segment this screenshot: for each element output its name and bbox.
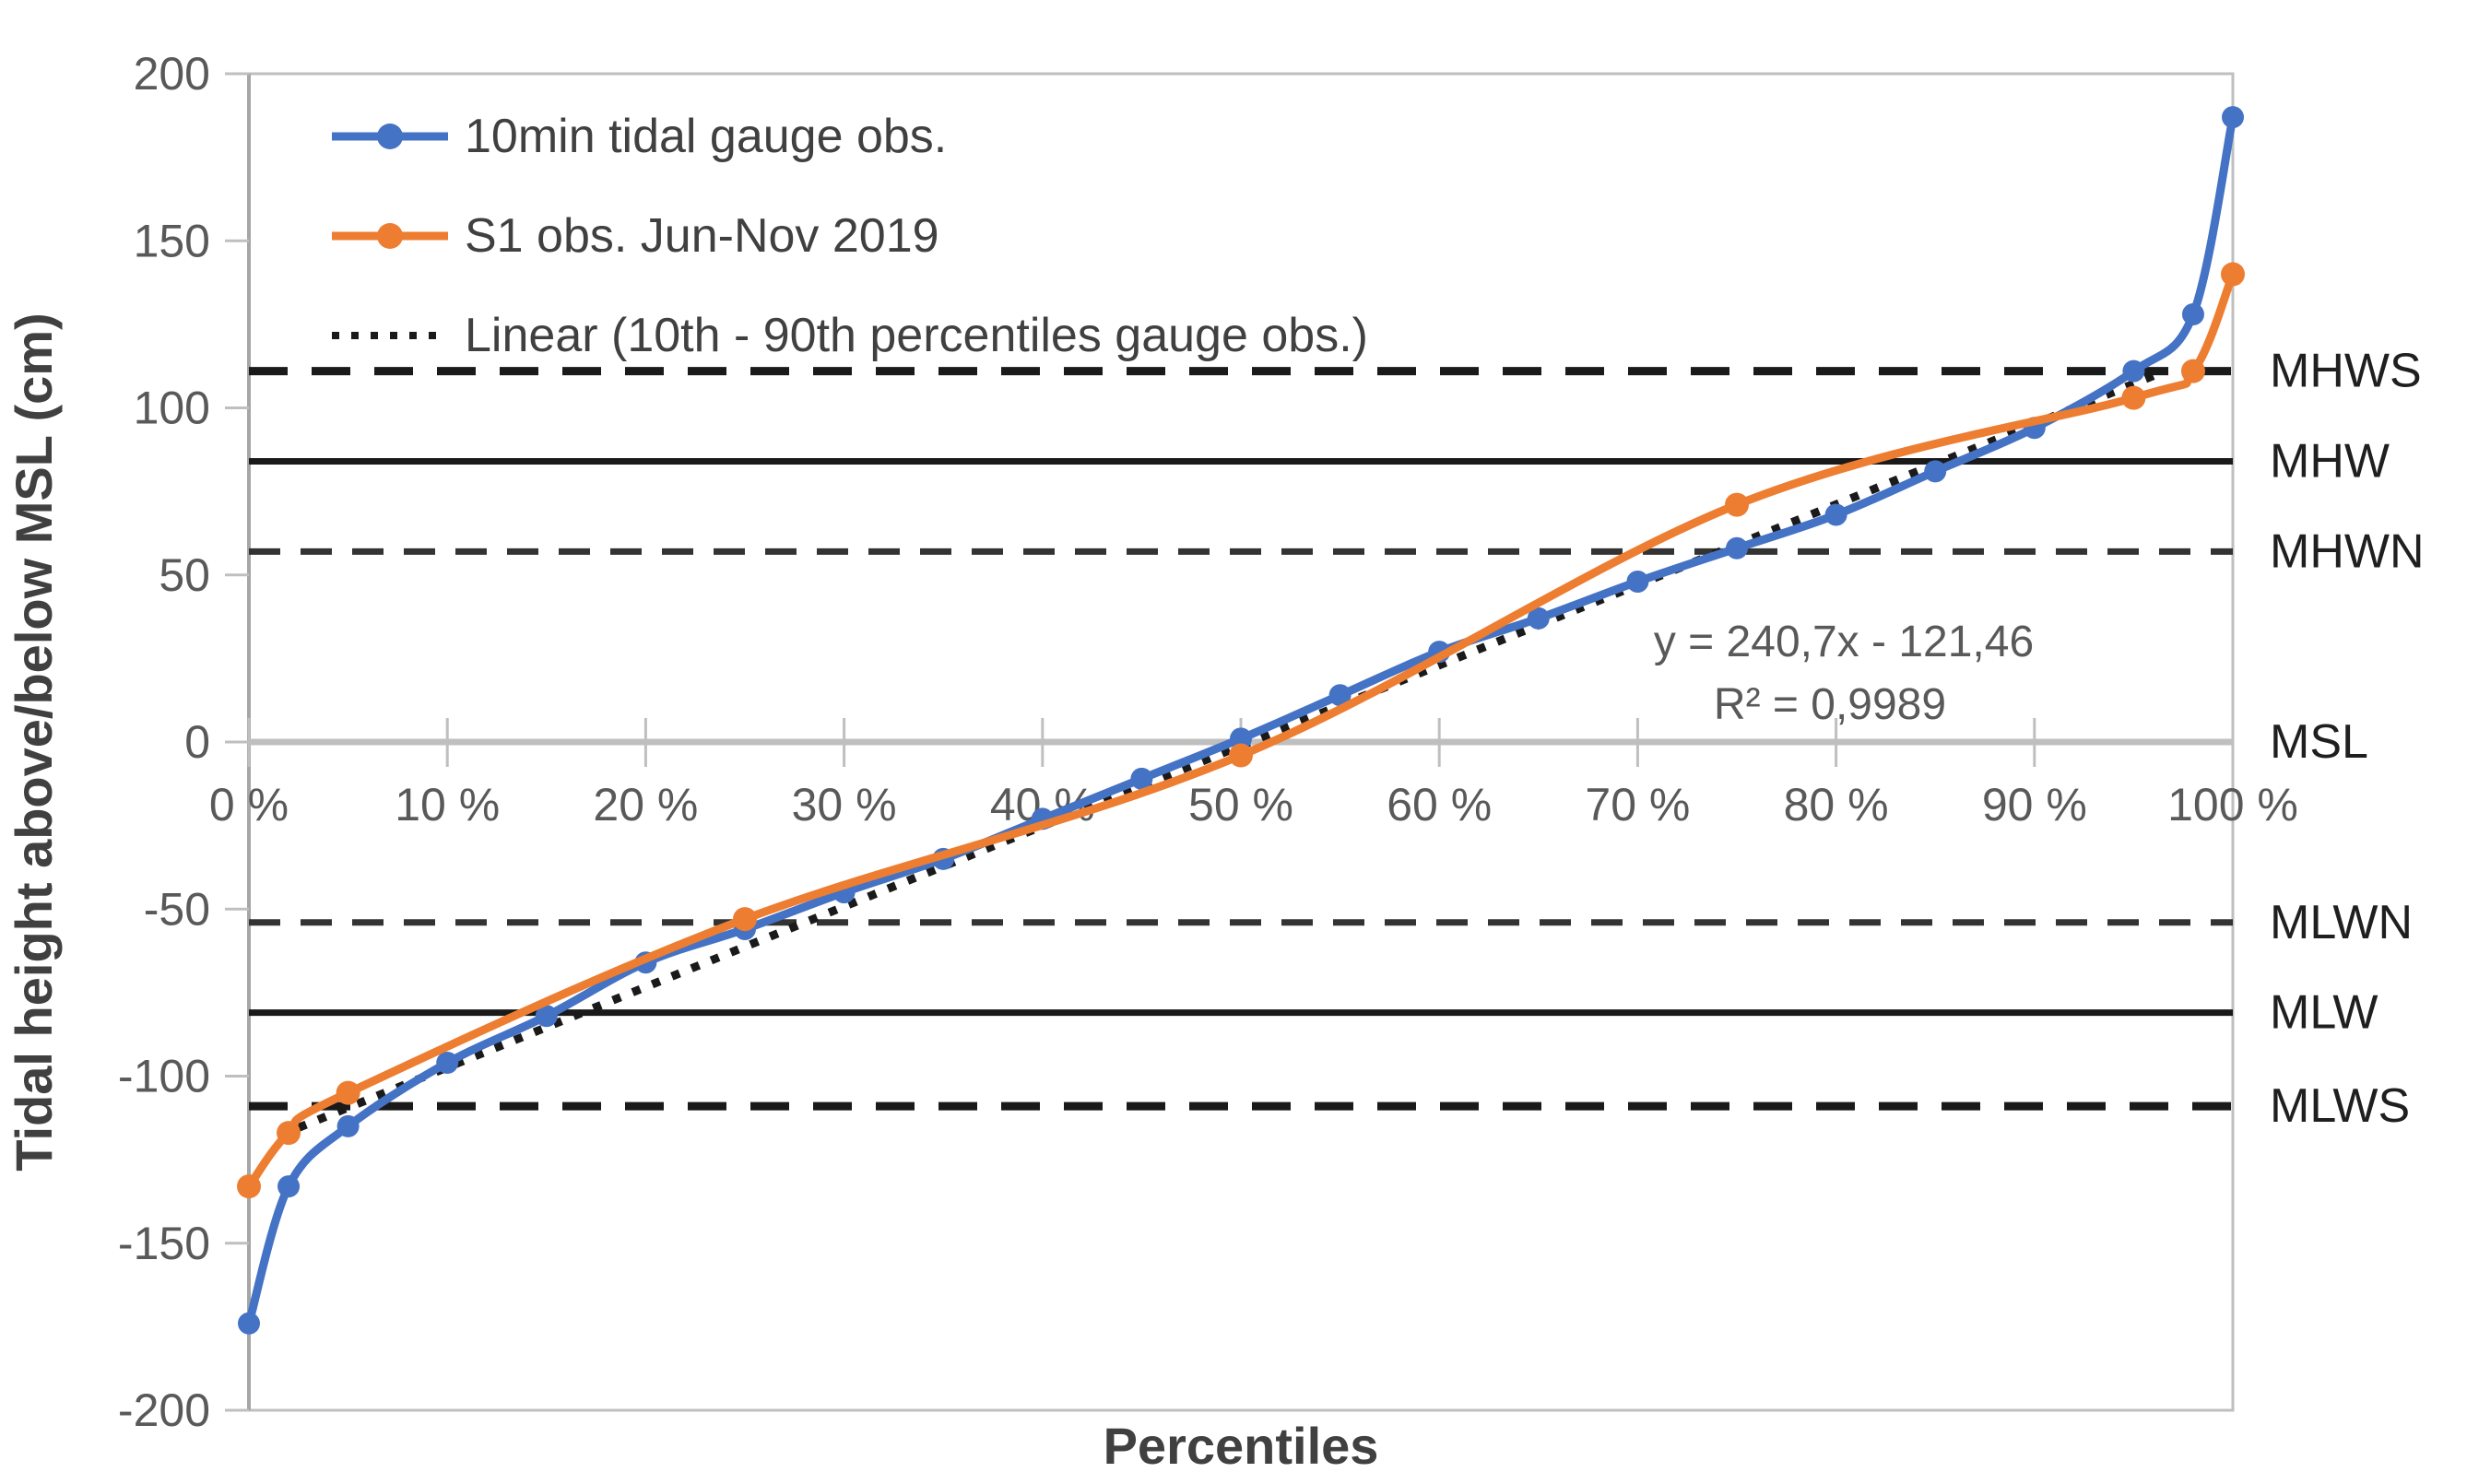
trendline-equation: y = 240,7x - 121,46 <box>1654 618 2034 666</box>
linear-trendline <box>297 371 2155 1132</box>
data-point-s1 <box>2221 262 2245 287</box>
y-axis-tick-label: 150 <box>134 215 210 266</box>
x-axis-tick-label: 0 % <box>209 779 289 830</box>
axis-layer: 200 150 100 50 0 -50 -100 -150 -200 0 % 10 % 20 % 30… <box>118 48 2298 1436</box>
trendline-r-squared: R² = 0,9989 <box>1714 680 1946 729</box>
ref-line-label-mlw: MLW <box>2270 986 2378 1040</box>
x-axis-tick-label: 60 % <box>1387 779 1492 830</box>
data-point-s1 <box>2121 385 2146 410</box>
data-point-gauge <box>277 1175 301 1198</box>
data-point-gauge <box>2181 303 2204 325</box>
data-point-gauge <box>1527 607 1550 630</box>
annotation-layer: y = 240,7x - 121,46 R² = 0,9989 <box>1654 618 2034 729</box>
y-axis-tick-label: 200 <box>134 48 210 100</box>
data-point-gauge <box>1924 460 1947 483</box>
data-point-gauge <box>1230 727 1252 750</box>
data-point-gauge <box>1328 684 1352 707</box>
ref-line-label-mhws: MHWS <box>2270 345 2422 398</box>
y-axis-tick-label: 100 <box>134 383 210 434</box>
x-axis-tick-label: 20 % <box>593 779 698 830</box>
reference-lines-layer: MHWS MHW MHWN MSL MLWN MLW MLWS <box>249 345 2425 1133</box>
y-axis-tick-label: 50 <box>159 549 210 601</box>
legend-item-3: Linear (10th - 90th percentiles gauge ob… <box>332 309 1368 362</box>
y-axis-tick-label: -50 <box>144 883 210 935</box>
legend-label: Linear (10th - 90th percentiles gauge ob… <box>465 309 1368 362</box>
ref-line-label-mlwn: MLWN <box>2270 896 2413 949</box>
data-point-gauge <box>1824 503 1847 526</box>
y-axis-tick-label: -100 <box>118 1051 210 1102</box>
y-axis-title: Tidal height above/below MSL (cm) <box>5 312 63 1171</box>
ref-line-label-mhw: MHW <box>2270 435 2390 489</box>
data-point-s1 <box>336 1080 360 1105</box>
y-axis-tick-label: -150 <box>118 1218 210 1269</box>
x-axis-title: Percentiles <box>1104 1417 1379 1475</box>
series-layer <box>237 106 2245 1335</box>
data-point-gauge <box>535 1005 558 1028</box>
data-point-gauge <box>1626 571 1649 593</box>
data-point-gauge <box>2122 359 2145 383</box>
legend-marker-icon <box>377 124 403 149</box>
data-point-gauge <box>1130 767 1153 790</box>
data-point-s1 <box>2180 359 2205 383</box>
y-axis-tick-label: 0 <box>184 716 210 768</box>
data-point-gauge <box>436 1052 459 1074</box>
x-axis-tick-label: 10 % <box>395 779 500 830</box>
x-axis-tick-label: 100 % <box>2167 779 2298 830</box>
legend-item-1: 10min tidal gauge obs. <box>332 110 947 163</box>
legend-label: 10min tidal gauge obs. <box>465 110 947 163</box>
x-axis-tick-label: 70 % <box>1585 779 1690 830</box>
data-point-s1 <box>1229 743 1253 768</box>
x-axis-tick-label: 90 % <box>1982 779 2087 830</box>
data-point-gauge <box>1726 536 1748 559</box>
ref-line-label-mhwn: MHWN <box>2270 524 2425 578</box>
x-axis-tick-label: 30 % <box>792 779 897 830</box>
legend-marker-icon <box>377 223 403 249</box>
y-axis-tick-label: -200 <box>118 1384 210 1436</box>
ref-line-label-msl: MSL <box>2270 715 2368 769</box>
legend-item-2: S1 obs. Jun-Nov 2019 <box>332 209 939 263</box>
trendline-layer <box>297 371 2155 1132</box>
data-point-s1 <box>277 1121 301 1146</box>
x-axis-tick-label: 50 % <box>1188 779 1293 830</box>
series-s1 <box>237 262 2245 1199</box>
data-point-gauge <box>238 1312 260 1335</box>
ref-line-label-mlws: MLWS <box>2270 1079 2410 1133</box>
data-point-s1 <box>733 907 757 932</box>
x-axis-tick-label: 80 % <box>1784 779 1889 830</box>
axis-title-layer: Percentiles Tidal height above/below MSL … <box>5 312 1378 1475</box>
data-point-s1 <box>1725 492 1749 517</box>
legend-layer: 10min tidal gauge obs. S1 obs. Jun-Nov 20… <box>332 110 1368 362</box>
data-point-gauge <box>336 1114 360 1137</box>
legend-label: S1 obs. Jun-Nov 2019 <box>465 209 939 263</box>
data-point-s1 <box>237 1174 261 1199</box>
data-point-gauge <box>2222 106 2244 129</box>
